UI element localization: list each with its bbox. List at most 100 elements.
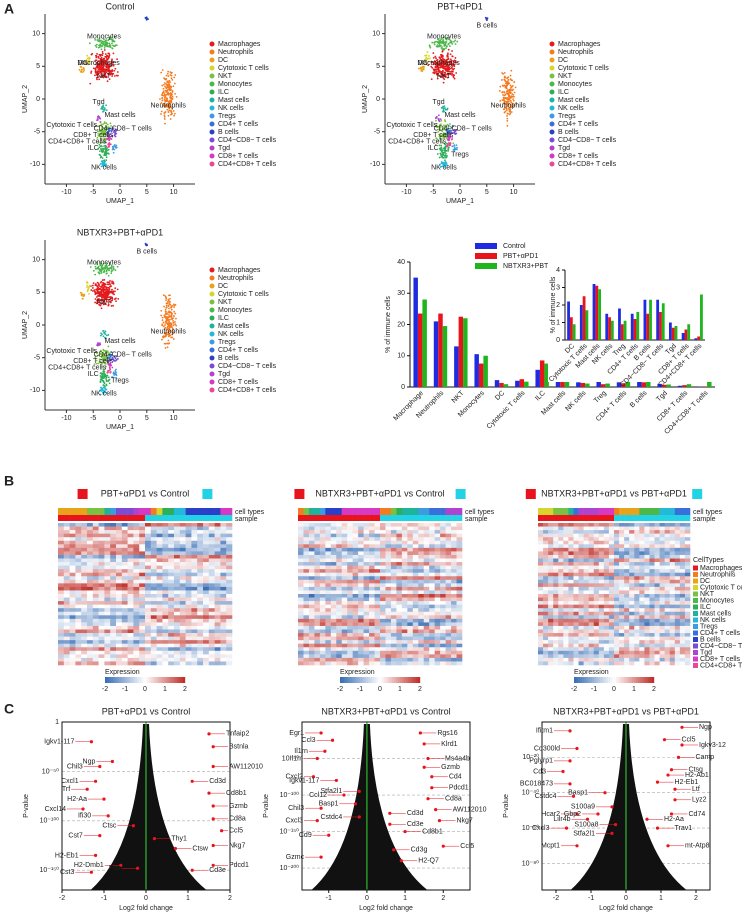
heatmap-cell — [208, 537, 215, 542]
heatmap-cell — [156, 551, 163, 556]
heatmap-cell — [407, 601, 414, 605]
heatmap-cell — [191, 540, 198, 545]
cell-point — [99, 60, 102, 63]
cell-point — [110, 124, 112, 127]
heatmap-cell — [412, 590, 419, 595]
cluster-label: CD4−CD8− T cells — [94, 351, 153, 358]
celltype-track — [308, 508, 315, 515]
heatmap-cell — [412, 597, 419, 602]
cell-point — [164, 335, 166, 338]
heatmap-cell — [156, 590, 163, 595]
heatmap-cell — [81, 615, 88, 620]
heatmap-cell — [133, 661, 140, 666]
heatmap-cell — [396, 544, 403, 549]
heatmap-cell — [363, 526, 370, 531]
heatmap-cell — [81, 558, 88, 563]
cell-point — [94, 44, 97, 47]
celltype-track — [363, 508, 370, 515]
cell-point — [86, 284, 89, 287]
heatmap-cell — [110, 583, 117, 588]
heatmap-cell — [104, 579, 111, 584]
cell-point — [100, 124, 103, 127]
heatmap-cell — [412, 551, 419, 556]
heatmap-cell — [139, 597, 146, 602]
heatmap-cell — [58, 650, 65, 655]
heatmap-cell — [380, 558, 386, 563]
heatmap-cell — [168, 547, 175, 552]
heatmap-cell — [369, 576, 375, 581]
heatmap-cell — [191, 537, 198, 542]
cell-point — [81, 297, 84, 300]
heatmap-cell — [208, 604, 215, 609]
bar — [539, 360, 545, 387]
heatmap-cell — [174, 597, 181, 602]
heatmap-cell — [445, 526, 452, 531]
heatmap-cell — [325, 597, 332, 602]
heatmap-cell — [330, 583, 337, 588]
cell-point — [101, 374, 104, 377]
cell-point — [170, 306, 172, 309]
heatmap-cell — [423, 569, 430, 573]
heatmap-cell — [203, 537, 210, 542]
heatmap-cell — [308, 601, 315, 605]
heatmap-cell — [162, 629, 169, 634]
bar — [694, 338, 698, 340]
heatmap-cell — [325, 576, 332, 581]
heatmap-cell — [116, 586, 123, 591]
heatmap-cell — [156, 562, 163, 566]
heatmap-cell — [98, 650, 105, 655]
heatmap-cell — [133, 654, 140, 659]
heatmap-cell — [319, 601, 326, 605]
colorbar-step — [175, 677, 178, 683]
heatmap-cell — [363, 590, 370, 595]
heatmap-cell — [298, 554, 304, 559]
heatmap-cell — [156, 636, 163, 641]
heatmap-cell — [197, 650, 204, 655]
heatmap-cell — [203, 629, 210, 634]
cell-point — [107, 61, 110, 63]
heatmap-cell — [298, 604, 304, 609]
heatmap-cell — [220, 643, 227, 648]
cell-point — [103, 49, 106, 51]
heatmap-cell — [133, 569, 140, 573]
heatmap-cell — [110, 647, 117, 652]
heatmap-cell — [423, 540, 430, 545]
celltype-track — [325, 508, 332, 515]
heatmap-cell — [456, 551, 463, 556]
heatmap-cell — [104, 661, 111, 666]
x-tick-label: -10 — [61, 189, 71, 196]
cell-point — [99, 380, 102, 383]
cell-point — [99, 162, 102, 165]
heatmap-cell — [319, 594, 326, 598]
cell-point — [99, 55, 102, 57]
heatmap-cell — [81, 551, 88, 556]
heatmap-cell — [145, 594, 152, 598]
heatmap-cell — [168, 625, 175, 630]
heatmap-cell — [220, 583, 227, 588]
cell-point — [422, 68, 425, 71]
heatmap-cell — [98, 608, 105, 613]
heatmap-cell — [363, 551, 370, 556]
heatmap-cell — [69, 526, 76, 531]
heatmap-cell — [445, 558, 452, 563]
heatmap-cell — [358, 604, 364, 609]
heatmap-cell — [396, 533, 403, 538]
heatmap-cell — [116, 551, 123, 556]
heatmap-cell — [116, 601, 123, 605]
heatmap-cell — [203, 615, 210, 620]
heatmap-cell — [69, 657, 76, 662]
heatmap-cell — [81, 636, 88, 641]
heatmap-cell — [208, 661, 215, 666]
celltype-track — [396, 508, 403, 515]
heatmap-cell — [133, 622, 140, 627]
heatmap-cell — [110, 640, 117, 644]
legend-swatch — [209, 49, 215, 55]
heatmap-cell — [110, 572, 117, 577]
cell-point — [172, 315, 175, 317]
heatmap-cell — [150, 654, 157, 659]
heatmap-cell — [63, 562, 70, 566]
sample-track — [352, 515, 359, 521]
legend-swatch — [209, 291, 215, 297]
heatmap-cell — [168, 537, 175, 542]
heatmap-cell — [203, 647, 210, 652]
